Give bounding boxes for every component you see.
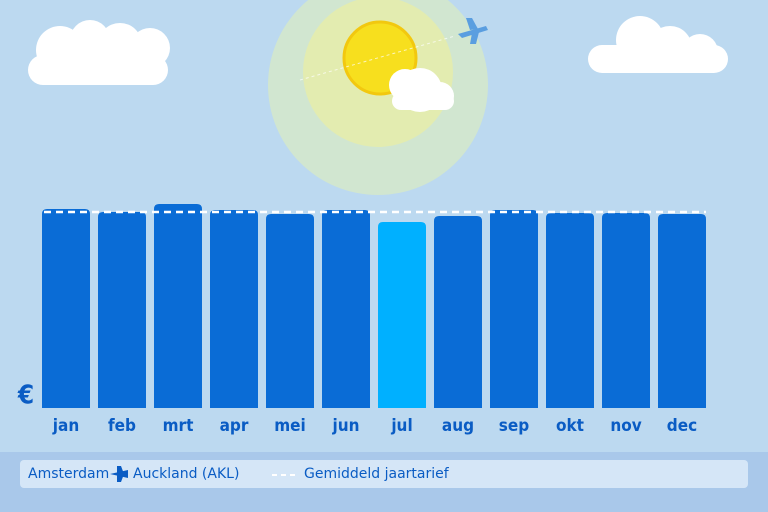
y-label: € xyxy=(17,381,34,411)
bar xyxy=(546,213,594,408)
bar xyxy=(210,210,258,408)
bar xyxy=(378,222,426,408)
legend-plane xyxy=(110,466,128,482)
x-tick-label: feb xyxy=(108,416,136,436)
bar xyxy=(658,214,706,408)
legend-average: Gemiddeld jaartarief xyxy=(304,466,450,482)
bar xyxy=(266,214,314,408)
bar xyxy=(434,216,482,408)
x-tick-label: jul xyxy=(390,416,412,436)
bar xyxy=(98,212,146,408)
x-tick-label: jun xyxy=(331,416,359,436)
bar xyxy=(490,210,538,408)
legend-destination: Auckland (AKL) xyxy=(133,466,239,482)
x-tick-label: dec xyxy=(667,416,697,436)
bar xyxy=(322,210,370,408)
legend-origin: Amsterdam xyxy=(28,466,109,482)
clouds xyxy=(28,16,728,112)
x-tick-label: jan xyxy=(52,416,79,436)
x-tick-label: apr xyxy=(220,416,249,436)
x-tick-label: aug xyxy=(442,416,474,436)
x-tick-label: nov xyxy=(610,416,641,436)
x-tick-label: mei xyxy=(274,416,306,436)
bar xyxy=(42,209,90,408)
x-tick-label: okt xyxy=(556,416,584,436)
legend xyxy=(20,460,748,488)
x-tick-label: sep xyxy=(499,416,529,436)
bar xyxy=(602,213,650,408)
x-tick-label: mrt xyxy=(163,416,194,436)
plane xyxy=(299,18,488,81)
bar xyxy=(154,204,202,408)
